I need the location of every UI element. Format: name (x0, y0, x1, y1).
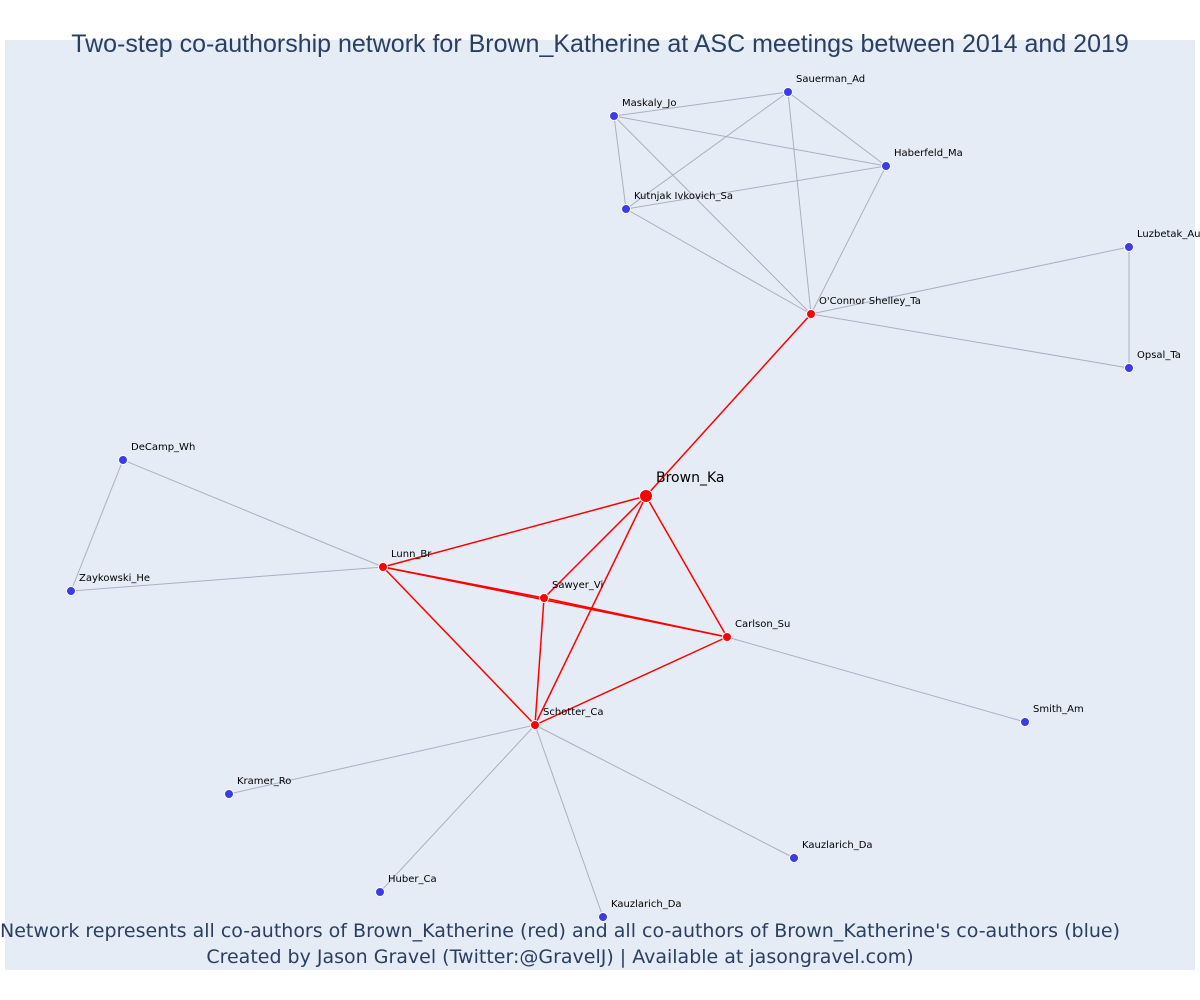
node-oconnor[interactable] (806, 309, 816, 319)
edge-schotter-huber (379, 724, 536, 893)
node-kramer[interactable] (224, 789, 234, 799)
edge-lunn-schotter (382, 566, 536, 726)
nodes-layer (66, 87, 1134, 922)
node-decamp[interactable] (118, 455, 128, 465)
node-smith[interactable] (1020, 717, 1030, 727)
plot-background (5, 40, 1195, 970)
node-label-sawyer: Sawyer_Vi (552, 580, 603, 591)
edge-maskaly-sauerman (613, 91, 789, 117)
edge-brown-lunn (382, 495, 647, 568)
node-sauerman[interactable] (783, 87, 793, 97)
edge-decamp-lunn (122, 459, 384, 568)
edge-decamp-zaykowski (70, 459, 124, 592)
node-kauzlarich1[interactable] (789, 853, 799, 863)
node-label-smith: Smith_Am (1033, 704, 1084, 715)
edge-schotter-kramer (228, 724, 536, 795)
node-opsal[interactable] (1124, 363, 1134, 373)
node-label-haberfeld: Haberfeld_Ma (894, 148, 963, 159)
node-label-maskaly: Maskaly_Jo (622, 98, 676, 109)
node-lunn[interactable] (378, 562, 388, 572)
edge-haberfeld-oconnor (810, 165, 887, 315)
edge-sawyer-schotter (534, 597, 545, 726)
edge-kutnjak-oconnor (625, 208, 812, 315)
node-label-kauzlarich2: Kauzlarich_Da (611, 899, 682, 910)
edge-maskaly-haberfeld (613, 115, 887, 167)
edge-sauerman-haberfeld (787, 91, 887, 167)
caption-line-1: Network represents all co-authors of Bro… (0, 920, 1120, 942)
edge-carlson-schotter (534, 636, 728, 726)
edge-schotter-kauzlarich2 (534, 724, 604, 918)
edge-carlson-smith (726, 636, 1026, 723)
node-brown[interactable] (639, 489, 653, 503)
node-label-huber: Huber_Ca (388, 874, 437, 885)
edge-brown-oconnor (645, 313, 812, 497)
edges-layer (70, 91, 1130, 918)
node-label-decamp: DeCamp_Wh (131, 442, 195, 453)
node-zaykowski[interactable] (66, 586, 76, 596)
edge-zaykowski-lunn (70, 566, 384, 592)
edge-brown-sawyer (543, 495, 647, 599)
node-huber[interactable] (375, 887, 385, 897)
node-label-brown: Brown_Ka (656, 470, 724, 486)
node-sawyer[interactable] (539, 593, 549, 603)
node-label-schotter: Schotter_Ca (543, 707, 604, 718)
node-label-kramer: Kramer_Ro (237, 776, 291, 787)
edge-schotter-kauzlarich1 (534, 724, 795, 859)
node-kauzlarich2[interactable] (598, 912, 608, 922)
node-label-oconnor: O'Connor Shelley_Ta (819, 296, 921, 307)
edge-brown-carlson (645, 495, 728, 638)
edge-sawyer-carlson (543, 597, 728, 638)
node-label-zaykowski: Zaykowski_He (79, 573, 150, 584)
chart-title: Two-step co-authorship network for Brown… (71, 30, 1129, 58)
edge-haberfeld-kutnjak (625, 165, 887, 210)
edge-oconnor-luzbetak (810, 246, 1130, 315)
node-schotter[interactable] (530, 720, 540, 730)
edge-maskaly-kutnjak (613, 115, 627, 210)
node-label-opsal: Opsal_Ta (1137, 350, 1181, 361)
node-label-kutnjak: Kutnjak Ivkovich_Sa (634, 191, 733, 202)
edge-maskaly-oconnor (613, 115, 812, 315)
node-label-sauerman: Sauerman_Ad (796, 74, 865, 85)
node-label-carlson: Carlson_Su (735, 619, 790, 630)
node-label-kauzlarich1: Kauzlarich_Da (802, 840, 873, 851)
labels-layer: Brown_Ka O'Connor Shelley_Ta Lunn_Br Sawyer… (79, 74, 1200, 910)
node-haberfeld[interactable] (881, 161, 891, 171)
node-luzbetak[interactable] (1124, 242, 1134, 252)
node-carlson[interactable] (722, 632, 732, 642)
node-label-luzbetak: Luzbetak_Au (1137, 229, 1200, 240)
node-kutnjak[interactable] (621, 204, 631, 214)
edge-brown-schotter (534, 495, 647, 726)
edge-sauerman-kutnjak (625, 91, 789, 210)
edge-oconnor-opsal (810, 313, 1130, 369)
caption: Network represents all co-authors of Bro… (0, 918, 1120, 970)
caption-line-2: Created by Jason Gravel (Twitter:@Gravel… (206, 946, 914, 968)
node-maskaly[interactable] (609, 111, 619, 121)
node-label-lunn: Lunn_Br (391, 549, 432, 560)
edge-sauerman-oconnor (787, 91, 812, 315)
